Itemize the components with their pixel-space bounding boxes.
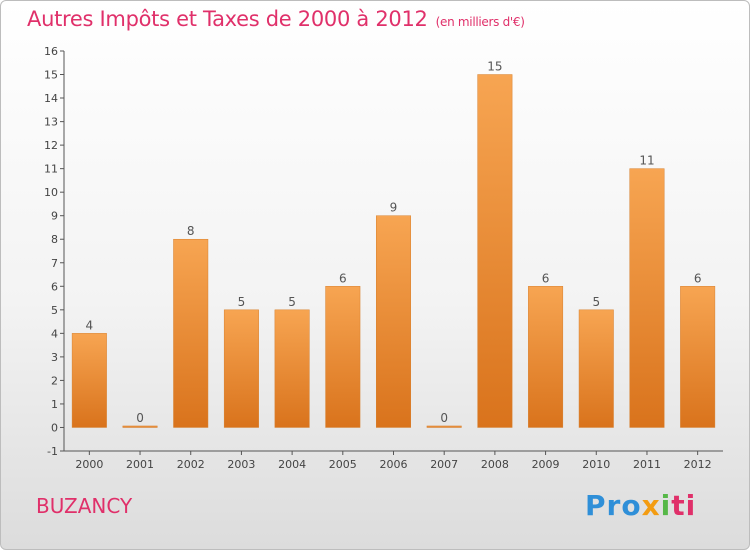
y-tick-label: 16 (44, 45, 58, 58)
x-tick-label-2006: 2006 (380, 458, 408, 471)
value-label-2004: 5 (288, 295, 296, 309)
x-tick-label-2012: 2012 (684, 458, 712, 471)
bar-2007 (426, 425, 462, 428)
bar-2008 (477, 74, 513, 428)
value-label-2001: 0 (136, 411, 144, 425)
y-tick-label: 3 (51, 351, 58, 364)
bar-2000 (71, 333, 107, 428)
x-tick-label-2003: 2003 (227, 458, 255, 471)
x-tick-label-2002: 2002 (177, 458, 205, 471)
x-tick-label-2000: 2000 (75, 458, 103, 471)
value-label-2011: 11 (639, 154, 654, 168)
y-tick-label: 1 (51, 398, 58, 411)
value-label-2000: 4 (86, 318, 94, 332)
y-tick-label: 5 (51, 304, 58, 317)
bar-2001 (122, 425, 158, 428)
x-tick-label-2010: 2010 (582, 458, 610, 471)
bar-2010 (578, 309, 614, 428)
y-tick-label: 13 (44, 116, 58, 129)
chart-title: Autres Impôts et Taxes de 2000 à 2012 (en… (27, 7, 525, 31)
x-tick-label-2005: 2005 (329, 458, 357, 471)
bar-2003 (223, 309, 259, 428)
bar-2004 (274, 309, 310, 428)
logo-part-2: x (641, 489, 661, 522)
logo-part-4: ti (671, 489, 697, 522)
y-tick-label: 6 (51, 280, 58, 293)
x-tick-label-2009: 2009 (532, 458, 560, 471)
bar-2012 (680, 286, 716, 428)
x-tick-label-2001: 2001 (126, 458, 154, 471)
bar-2009 (528, 286, 564, 428)
bar-2011 (629, 168, 665, 428)
x-tick-label-2007: 2007 (430, 458, 458, 471)
value-label-2012: 6 (694, 271, 702, 285)
value-label-2003: 5 (238, 295, 246, 309)
y-tick-label: 10 (44, 186, 58, 199)
commune-name: BUZANCY (36, 494, 133, 518)
y-tick-label: 9 (51, 210, 58, 223)
value-label-2010: 5 (592, 295, 600, 309)
value-label-2006: 9 (390, 201, 398, 215)
logo-part-1: Pro (585, 489, 642, 522)
value-label-2009: 6 (542, 271, 550, 285)
y-tick-label: 8 (51, 233, 58, 246)
y-tick-label: 0 (51, 421, 58, 434)
bar-2005 (325, 286, 361, 428)
chart-subtitle: (en milliers d'€) (435, 15, 525, 29)
y-tick-label: 15 (44, 69, 58, 82)
x-tick-label-2011: 2011 (633, 458, 661, 471)
logo-part-3: i (660, 489, 672, 522)
bar-2002 (173, 238, 209, 428)
bar-2006 (376, 215, 411, 428)
y-tick-label: 12 (44, 139, 58, 152)
y-tick-label: 4 (51, 327, 58, 340)
y-tick-label: 7 (51, 257, 58, 270)
x-tick-label-2004: 2004 (278, 458, 306, 471)
chart-title-text: Autres Impôts et Taxes de 2000 à 2012 (27, 7, 428, 31)
value-label-2002: 8 (187, 224, 195, 238)
y-tick-label: 11 (44, 163, 58, 176)
y-tick-label: -1 (47, 445, 58, 458)
y-tick-label: 14 (44, 92, 58, 105)
value-label-2007: 0 (440, 411, 448, 425)
proxiti-logo[interactable]: Proxiti (585, 489, 696, 522)
x-tick-label-2008: 2008 (481, 458, 509, 471)
value-label-2008: 15 (487, 60, 502, 74)
value-label-2005: 6 (339, 271, 347, 285)
y-tick-label: 2 (51, 374, 58, 387)
